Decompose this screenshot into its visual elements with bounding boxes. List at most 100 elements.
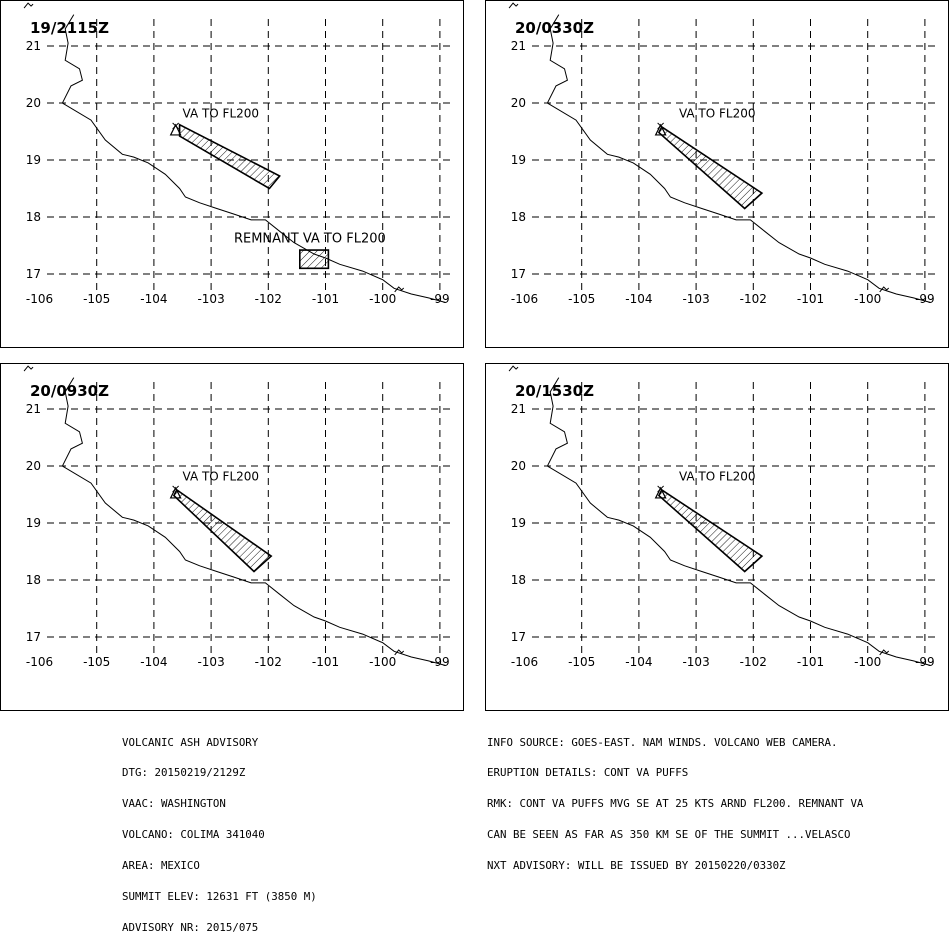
ash-cloud-area bbox=[172, 488, 273, 573]
advisory-line: CAN BE SEEN AS FAR AS 350 KM SE OF THE S… bbox=[487, 828, 851, 842]
volcano-icon bbox=[654, 485, 667, 499]
ash-label: VA TO FL200 bbox=[183, 106, 260, 120]
lat-label: 18 bbox=[511, 573, 526, 587]
lat-lon-grid bbox=[532, 19, 938, 297]
volcano-triangle bbox=[654, 486, 667, 499]
lat-label: 20 bbox=[511, 459, 526, 473]
lon-label: -106 bbox=[511, 655, 538, 669]
lon-label: -104 bbox=[625, 655, 652, 669]
peak-mark-icon bbox=[508, 365, 519, 372]
lon-label: -104 bbox=[140, 655, 167, 669]
lon-label: -100 bbox=[854, 292, 881, 306]
volcano-icon bbox=[654, 122, 667, 136]
lon-label: -104 bbox=[140, 292, 167, 306]
lon-label: -101 bbox=[312, 292, 339, 306]
advisory-line: VAAC: WASHINGTON bbox=[122, 797, 226, 811]
volcano-cross bbox=[657, 122, 664, 130]
peak-mark-icon bbox=[23, 365, 34, 372]
map-panel-1: VA TO FL200 REMNANT VA TO FL200 21 20 19 18 17… bbox=[0, 0, 464, 348]
ash-cloud-area bbox=[178, 123, 281, 190]
lon-label: -101 bbox=[797, 655, 824, 669]
lon-label: -102 bbox=[255, 655, 282, 669]
lat-label: 20 bbox=[511, 96, 526, 110]
map-panel-2: VA TO FL200 21 20 19 18 17 -106 -105 -104 -103 -10… bbox=[485, 0, 949, 348]
lon-label: -105 bbox=[568, 655, 595, 669]
map-canvas-3: VA TO FL200 21 20 19 18 17 -106 -105 -104 -103 -10… bbox=[23, 365, 453, 669]
map-canvas-4: VA TO FL200 21 20 19 18 17 -106 -105 -104 -103 -10… bbox=[508, 365, 938, 669]
peak-mark-icon bbox=[879, 286, 890, 293]
lat-label: 18 bbox=[26, 573, 41, 587]
panel-3-time: 20/0930Z bbox=[30, 382, 109, 400]
lon-label: -103 bbox=[197, 655, 224, 669]
advisory-line: RMK: CONT VA PUFFS MVG SE AT 25 KTS ARND… bbox=[487, 797, 864, 811]
lon-label: -100 bbox=[854, 655, 881, 669]
coastline bbox=[61, 14, 446, 303]
advisory-line: INFO SOURCE: GOES-EAST. NAM WINDS. VOLCA… bbox=[487, 735, 838, 749]
advisory-line: ADVISORY NR: 2015/075 bbox=[122, 920, 259, 934]
peak-mark-icon bbox=[394, 649, 405, 656]
lat-label: 18 bbox=[511, 210, 526, 224]
volcano-icon bbox=[169, 485, 182, 499]
peak-mark-icon bbox=[394, 286, 405, 293]
ash-label: VA TO FL200 bbox=[679, 106, 756, 120]
advisory-line: NXT ADVISORY: WILL BE ISSUED BY 20150220… bbox=[487, 859, 786, 873]
coastline bbox=[61, 377, 446, 666]
lon-label: -103 bbox=[682, 655, 709, 669]
lon-label: -106 bbox=[26, 292, 53, 306]
advisory-line: SUMMIT ELEV: 12631 FT (3850 M) bbox=[122, 890, 317, 904]
ash-cloud-area bbox=[298, 249, 330, 270]
ash-label: VA TO FL200 bbox=[679, 469, 756, 483]
lat-label: 17 bbox=[511, 630, 526, 644]
lon-label: -100 bbox=[369, 655, 396, 669]
advisory-remarks-block: INFO SOURCE: GOES-EAST. NAM WINDS. VOLCA… bbox=[487, 717, 863, 882]
lat-label: 21 bbox=[511, 39, 526, 53]
volcano-icon bbox=[169, 122, 182, 136]
peak-mark-icon bbox=[879, 649, 890, 656]
lat-label: 20 bbox=[26, 459, 41, 473]
panel-2-time: 20/0330Z bbox=[515, 19, 594, 37]
advisory-line: AREA: MEXICO bbox=[122, 859, 200, 873]
lat-label: 19 bbox=[511, 153, 526, 167]
lat-label: 21 bbox=[26, 402, 41, 416]
ash-label: REMNANT VA TO FL200 bbox=[234, 232, 386, 247]
lat-label: 19 bbox=[511, 516, 526, 530]
lon-label: -106 bbox=[511, 292, 538, 306]
lon-label: -100 bbox=[369, 292, 396, 306]
ash-label: VA TO FL200 bbox=[183, 469, 260, 483]
coastline bbox=[546, 377, 931, 666]
panel-1-time: 19/2115Z bbox=[30, 19, 109, 37]
lat-label: 18 bbox=[26, 210, 41, 224]
peak-mark-icon bbox=[23, 2, 34, 9]
lat-lon-grid bbox=[47, 19, 453, 297]
lat-lon-grid bbox=[532, 382, 938, 660]
lat-label: 19 bbox=[26, 516, 41, 530]
lon-label: -102 bbox=[740, 655, 767, 669]
advisory-line: VOLCANIC ASH ADVISORY bbox=[122, 735, 259, 749]
map-panel-4: VA TO FL200 21 20 19 18 17 -106 -105 -104 -103 -10… bbox=[485, 363, 949, 711]
lon-label: -99 bbox=[430, 292, 450, 306]
ash-cloud-area bbox=[657, 488, 764, 573]
volcano-cross bbox=[172, 485, 179, 493]
advisory-header-block: VOLCANIC ASH ADVISORY DTG: 20150219/2129… bbox=[122, 717, 317, 944]
lon-label: -105 bbox=[83, 655, 110, 669]
map-canvas-2: VA TO FL200 21 20 19 18 17 -106 -105 -104 -103 -10… bbox=[508, 2, 938, 306]
lat-label: 19 bbox=[26, 153, 41, 167]
lat-label: 21 bbox=[26, 39, 41, 53]
lon-label: -99 bbox=[915, 655, 935, 669]
map-panel-3: VA TO FL200 21 20 19 18 17 -106 -105 -104 -103 -10… bbox=[0, 363, 464, 711]
map-canvas-1: VA TO FL200 REMNANT VA TO FL200 21 20 19 18 17… bbox=[23, 2, 453, 306]
lat-label: 17 bbox=[26, 267, 41, 281]
lat-label: 21 bbox=[511, 402, 526, 416]
advisory-line: VOLCANO: COLIMA 341040 bbox=[122, 828, 265, 842]
peak-mark-icon bbox=[508, 2, 519, 9]
volcano-triangle bbox=[169, 486, 182, 499]
volcano-triangle bbox=[169, 123, 182, 136]
lon-label: -105 bbox=[83, 292, 110, 306]
volcano-cross bbox=[657, 485, 664, 493]
lon-label: -102 bbox=[255, 292, 282, 306]
panel-4-time: 20/1530Z bbox=[515, 382, 594, 400]
lon-label: -105 bbox=[568, 292, 595, 306]
volcano-cross bbox=[172, 122, 179, 130]
ash-cloud-area bbox=[657, 125, 764, 210]
lon-label: -102 bbox=[740, 292, 767, 306]
